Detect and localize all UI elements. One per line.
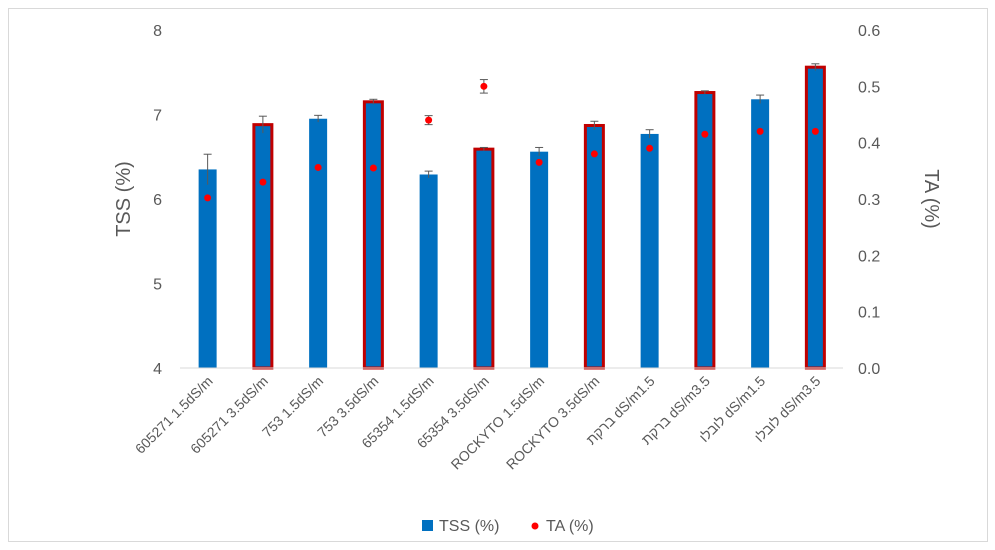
bar-error-bar: [535, 146, 544, 156]
point: [590, 150, 598, 158]
y-tick-label: 5: [153, 277, 162, 294]
y2-tick-label: 0.4: [858, 136, 880, 153]
bar-error-bar: [645, 129, 654, 139]
point: [535, 158, 543, 166]
bar-error-bar: [590, 120, 599, 130]
bar: [530, 151, 549, 368]
bar: [473, 147, 495, 370]
bar-error-bar: [203, 153, 212, 185]
left-axis-ticks: 4 5 6 7 8: [153, 23, 162, 378]
y2-tick-label: 0.0: [858, 361, 880, 378]
bar-error-bar: [258, 115, 267, 134]
point: [259, 178, 267, 186]
bar-error-bar: [424, 170, 433, 178]
point: [314, 163, 322, 171]
bar-error-bar: [700, 90, 709, 95]
point: [480, 82, 488, 90]
y-tick-label: 4: [153, 361, 162, 378]
point: [425, 116, 433, 124]
y-axis-title: TSS (%): [113, 161, 135, 237]
point: [369, 164, 377, 172]
bar-error-bar: [811, 63, 820, 71]
point: [756, 127, 764, 135]
bar-error-bar: [369, 98, 378, 105]
y2-tick-label: 0.2: [858, 248, 880, 265]
point: [204, 194, 212, 202]
y2-tick-label: 0.5: [858, 79, 880, 96]
bar-error-bar: [756, 94, 765, 104]
y2-tick-label: 0.1: [858, 305, 880, 322]
bar: [252, 123, 274, 370]
y-tick-label: 7: [153, 108, 162, 125]
legend-label-ta: TA (%): [546, 518, 594, 535]
bar: [583, 123, 605, 370]
bar: [309, 118, 328, 368]
point: [811, 127, 819, 135]
point: [646, 144, 654, 152]
right-axis-ticks: 0.0 0.1 0.2 0.3 0.4 0.5 0.6: [858, 23, 880, 378]
y2-tick-label: 0.6: [858, 23, 880, 40]
y2-axis-title: TA (%): [920, 169, 942, 229]
y-tick-label: 6: [153, 192, 162, 209]
bar: [198, 169, 217, 368]
category-label: ROCKYTO 3.5dS/m: [503, 373, 603, 473]
legend: TSS (%) TA (%): [422, 518, 594, 535]
bar-error-bar: [479, 146, 488, 151]
bar: [362, 100, 384, 370]
legend-marker-ta: [531, 522, 539, 530]
bar: [804, 65, 826, 370]
bar: [640, 133, 659, 368]
point: [701, 130, 709, 138]
plot-area: [180, 63, 843, 370]
legend-swatch-tss: [422, 520, 433, 531]
y-tick-label: 8: [153, 23, 162, 40]
bar: [419, 174, 438, 368]
bar-error-bar: [314, 114, 323, 123]
bar: [751, 99, 770, 368]
category-label: ROCKYTO 1.5dS/m: [448, 373, 548, 473]
y2-tick-label: 0.3: [858, 192, 880, 209]
legend-label-tss: TSS (%): [439, 518, 499, 535]
